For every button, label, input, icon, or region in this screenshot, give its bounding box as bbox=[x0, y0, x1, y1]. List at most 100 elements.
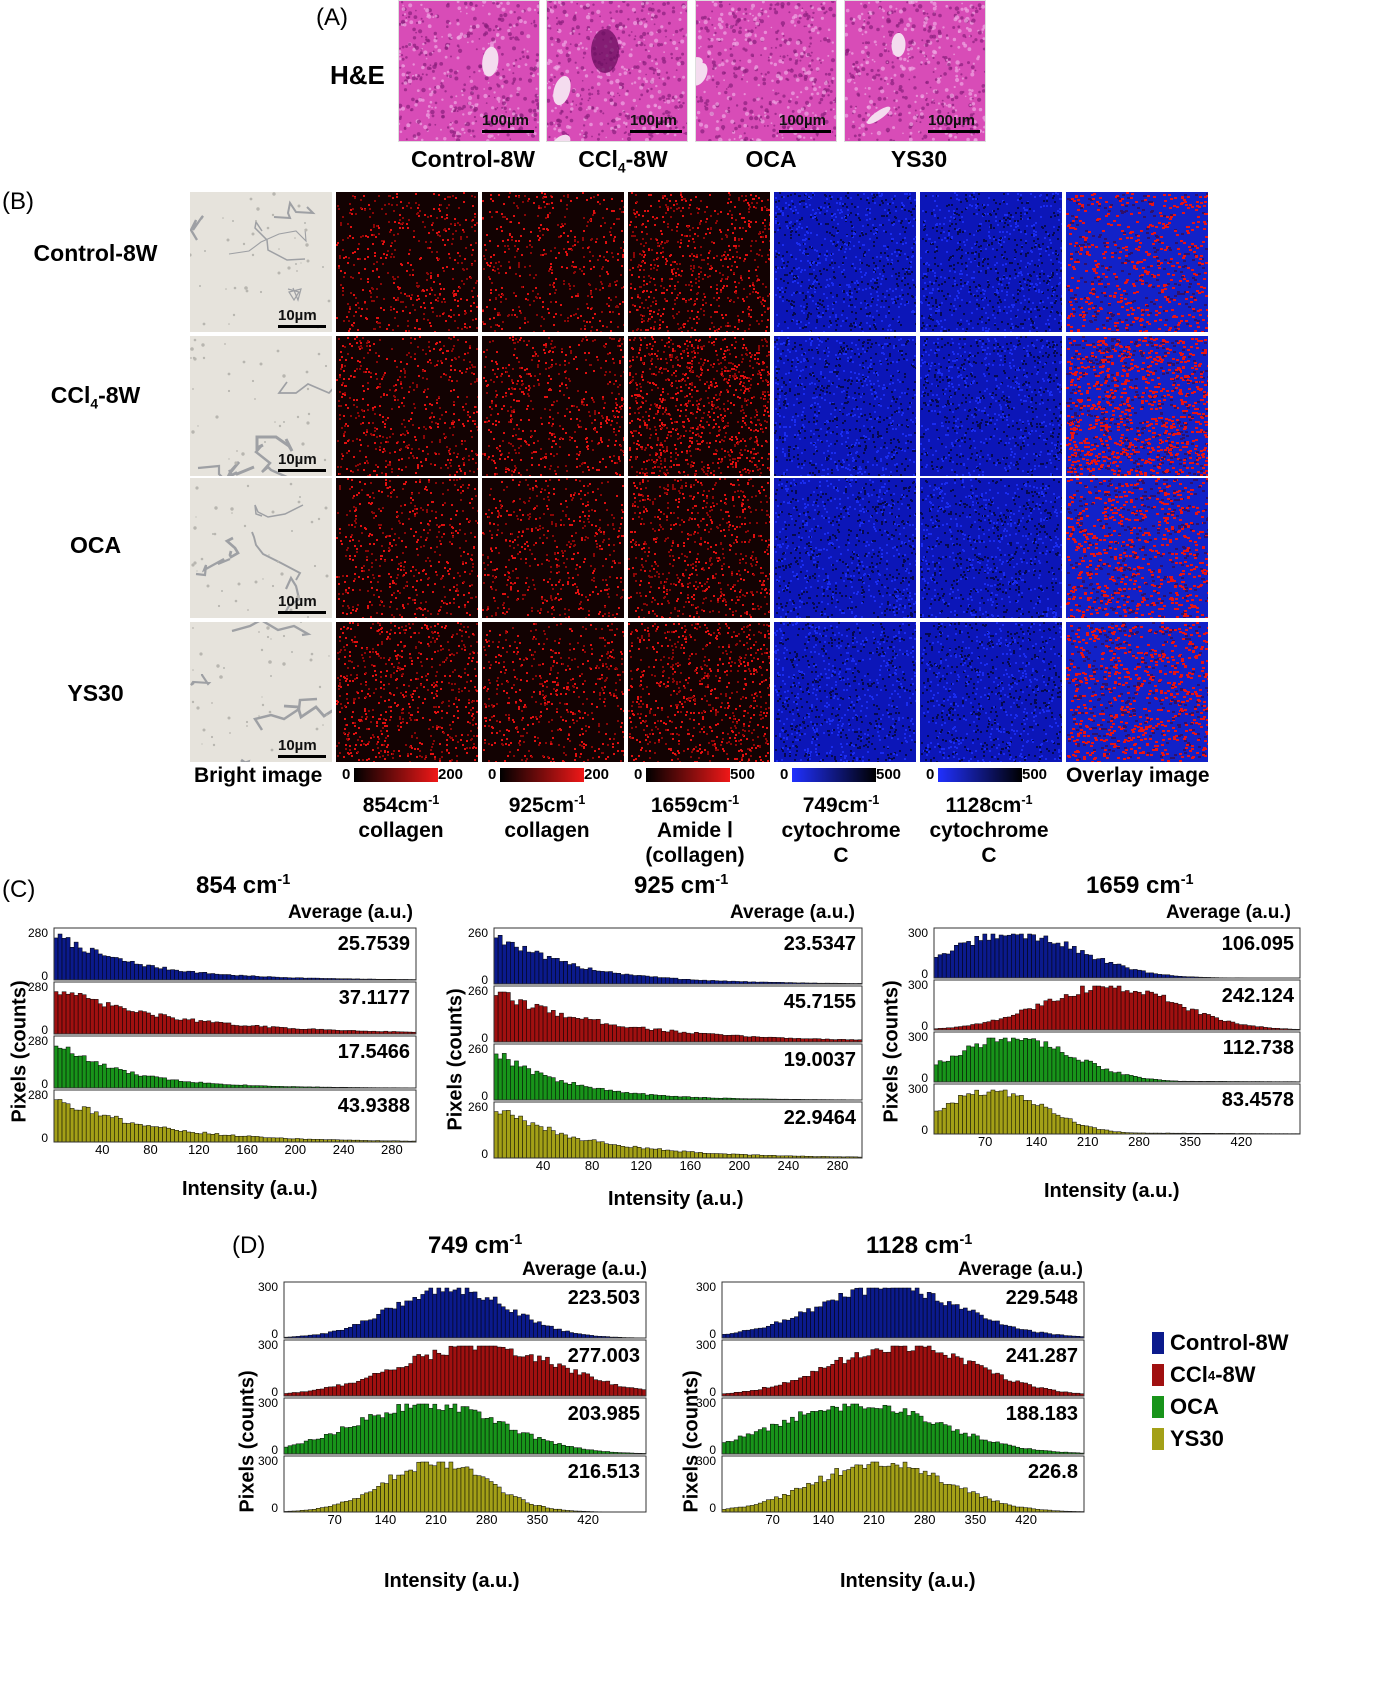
tile-oca-bright bbox=[190, 478, 332, 618]
hist-average-value: 277.003 bbox=[568, 1345, 640, 1367]
hist-bar bbox=[569, 1446, 574, 1455]
hist-bar bbox=[941, 1107, 947, 1135]
hist-bar bbox=[428, 1408, 434, 1455]
hist-bar bbox=[1084, 1125, 1089, 1135]
hist-bar bbox=[906, 1351, 912, 1397]
hist-bar bbox=[327, 1331, 333, 1339]
hist-bar bbox=[102, 1006, 107, 1035]
hist-bar bbox=[994, 938, 1000, 979]
hist-bar bbox=[432, 1403, 438, 1455]
hist-bar bbox=[632, 975, 638, 985]
hist-bar bbox=[991, 1320, 996, 1339]
hist-bar bbox=[533, 1322, 538, 1339]
hist-bar bbox=[559, 961, 564, 985]
hist-bar bbox=[444, 1287, 450, 1339]
hist-bar bbox=[681, 979, 687, 985]
hist-bar bbox=[617, 1386, 623, 1397]
hist-bar bbox=[110, 1117, 115, 1143]
hist-bar bbox=[575, 966, 581, 985]
hist-bar bbox=[360, 1320, 365, 1339]
hist-title-4: 1128 cm-1 bbox=[866, 1232, 972, 1260]
hist-title-unit: cm bbox=[674, 872, 716, 899]
hist-bar bbox=[784, 1038, 789, 1043]
hist-ytick-max: 280 bbox=[28, 1088, 48, 1102]
hist-bar bbox=[61, 991, 67, 1035]
hist-bar bbox=[1104, 962, 1110, 979]
hist-bar bbox=[1035, 1040, 1040, 1083]
hist-bar bbox=[368, 1491, 373, 1513]
hist-bar bbox=[65, 937, 71, 981]
hist-bar bbox=[866, 1287, 872, 1339]
hist-bar bbox=[97, 1065, 103, 1089]
hist-bar bbox=[130, 1071, 135, 1089]
hist-bar bbox=[726, 1035, 732, 1043]
hist-bar bbox=[537, 1437, 542, 1455]
hist-bar bbox=[303, 1440, 309, 1455]
hist-bar bbox=[69, 992, 75, 1035]
spectrum-assignment: Amide Ⅰ bbox=[620, 818, 770, 843]
hist-xtick: 280 bbox=[827, 1158, 849, 1173]
hist-bar bbox=[806, 1376, 811, 1397]
hist-bar bbox=[649, 976, 654, 985]
hist-bar bbox=[645, 1147, 650, 1159]
hist-bar bbox=[999, 1443, 1004, 1455]
hist-bar bbox=[504, 1309, 510, 1339]
hist-bar bbox=[336, 1432, 341, 1455]
hist-bar bbox=[546, 1012, 552, 1043]
hist-bar bbox=[862, 1356, 868, 1397]
hist-ytick-zero: 0 bbox=[921, 1071, 928, 1085]
hist-bar bbox=[497, 1113, 503, 1159]
hist-xtick: 240 bbox=[333, 1142, 355, 1157]
hist-bar bbox=[250, 1025, 256, 1035]
hist-title-2: 1659 cm-1 bbox=[1086, 872, 1194, 900]
hist-bar bbox=[1120, 1074, 1126, 1083]
hist-bar bbox=[587, 967, 593, 985]
hist-bar bbox=[563, 960, 568, 985]
hist-bar bbox=[1019, 1329, 1024, 1339]
tile-control-854 bbox=[336, 192, 478, 332]
hist-bar bbox=[530, 952, 536, 985]
hist-bar bbox=[335, 1030, 340, 1035]
hist-bar bbox=[416, 1354, 421, 1397]
hist-bar bbox=[886, 1351, 892, 1397]
hist-bar bbox=[890, 1287, 896, 1339]
hist-bar bbox=[906, 1287, 912, 1339]
panel-b-letter: (B) bbox=[2, 188, 34, 216]
hist-bar bbox=[242, 1025, 248, 1035]
hist-bar bbox=[1059, 1391, 1065, 1397]
hist-ytick-max: 300 bbox=[908, 1082, 928, 1096]
hist-bar bbox=[142, 1075, 147, 1089]
hist-bar bbox=[348, 1382, 353, 1397]
hist-bar bbox=[340, 1426, 345, 1455]
hist-bar bbox=[632, 1145, 638, 1159]
panel-d-letter: (D) bbox=[232, 1232, 265, 1260]
he-scale-bar-text: 100µm bbox=[779, 112, 826, 129]
hist-bar bbox=[299, 1391, 305, 1397]
hist-bar bbox=[550, 958, 556, 985]
hist-bar bbox=[1027, 933, 1032, 979]
hist-bar bbox=[933, 957, 939, 979]
hist-bar bbox=[182, 1130, 187, 1143]
hist-ytick-max: 300 bbox=[258, 1454, 278, 1468]
hist-bar bbox=[295, 1392, 301, 1397]
hist-bar bbox=[299, 1443, 305, 1455]
hist-bar bbox=[918, 1293, 924, 1339]
hist-bar bbox=[114, 1004, 119, 1035]
hist-bar bbox=[530, 1074, 536, 1101]
legend-item-3: YS30 bbox=[1152, 1426, 1224, 1452]
hist-bar bbox=[1198, 1014, 1203, 1031]
hist-bar bbox=[166, 1016, 171, 1035]
hist-bar bbox=[922, 1297, 928, 1339]
hist-bar bbox=[93, 999, 99, 1035]
hist-bar bbox=[636, 1147, 642, 1159]
hist-bar bbox=[1015, 1095, 1020, 1135]
hist-bar bbox=[440, 1354, 446, 1397]
hist-bar bbox=[866, 1355, 872, 1397]
hist-bar bbox=[842, 1470, 847, 1513]
hist-bar bbox=[854, 1464, 859, 1513]
hist-bar bbox=[553, 1328, 558, 1339]
hist-bar bbox=[553, 1443, 558, 1455]
hist-bar bbox=[549, 1441, 554, 1455]
hist-bar bbox=[822, 1367, 827, 1397]
hist-bar bbox=[870, 1287, 876, 1339]
